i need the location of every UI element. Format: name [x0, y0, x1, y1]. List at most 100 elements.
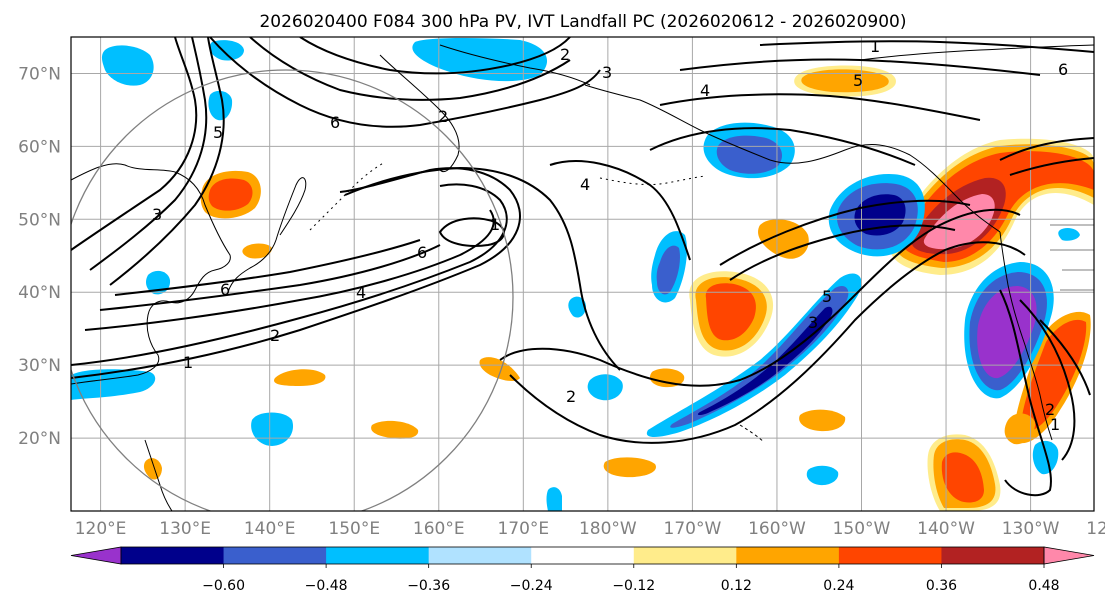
pv-contour-line — [84, 209, 495, 331]
philippines-coastline — [144, 439, 173, 511]
pv-contour-line — [109, 37, 225, 286]
latitude-label: 30°N — [18, 356, 61, 376]
colorbar-extend-high — [1043, 546, 1095, 565]
negative-anomaly-region — [208, 90, 233, 121]
aleutian-islands — [599, 175, 706, 185]
latitude-label: 70°N — [18, 64, 61, 84]
asia-coastline — [71, 163, 231, 385]
colorbar-extend-low — [70, 546, 122, 565]
positive-anomaly-region — [649, 368, 685, 388]
map-frame — [70, 36, 1095, 512]
pv-contour-line — [999, 137, 1094, 161]
latitude-label: 50°N — [18, 210, 61, 230]
negative-anomaly-region — [568, 296, 586, 318]
pv-contour-line — [509, 241, 1026, 444]
pv-contour-line — [209, 37, 601, 128]
negative-anomaly-region — [1032, 440, 1059, 475]
pv-contour-line — [71, 183, 508, 366]
pv-contour-line — [438, 217, 505, 247]
colorbar-segment — [736, 547, 840, 564]
positive-anomaly-region — [208, 178, 253, 211]
pv-contour-line — [679, 58, 1041, 76]
contour-label: 4 — [356, 283, 366, 302]
longitude-label: 160°E — [413, 519, 465, 539]
pv-contour-line — [659, 93, 981, 121]
longitude-label: 160°W — [748, 519, 806, 539]
negative-anomaly-region — [646, 273, 862, 437]
colorbar-tick-label: 0.48 — [1028, 578, 1059, 594]
pv-contour-line — [729, 224, 956, 281]
contour-label: 6 — [417, 243, 427, 262]
negative-anomaly-region — [101, 45, 154, 86]
colorbar-segment — [838, 547, 942, 564]
negative-anomaly-region — [546, 487, 562, 511]
pv-contour-line — [499, 208, 1021, 387]
positive-anomaly-region — [143, 458, 162, 480]
colorbar-segment — [428, 547, 532, 564]
contour-label: 5 — [822, 287, 832, 306]
negative-anomaly-region — [670, 285, 849, 428]
us-state-borders — [1050, 224, 1094, 291]
pv-contour-line — [249, 37, 571, 101]
pv-contour-line — [549, 160, 691, 261]
colorbar-tick-label: −0.36 — [407, 578, 450, 594]
contour-label: 1 — [490, 215, 500, 234]
pv-contour-line — [1039, 319, 1091, 396]
canada-coast — [859, 44, 1094, 61]
colorbar-tick-label: 0.24 — [823, 578, 854, 594]
pv-contour-line — [649, 127, 916, 166]
longitude-label: 150°W — [833, 519, 891, 539]
contour-label: 6 — [1058, 60, 1068, 79]
positive-anomaly-region — [801, 69, 889, 93]
positive-anomaly-region — [1021, 319, 1087, 432]
latitude-label: 20°N — [18, 429, 61, 449]
colorbar-segment — [941, 547, 1045, 564]
longitude-label: 170°E — [497, 519, 549, 539]
coastlines — [71, 44, 1094, 511]
contour-labels: 1 2 3 4 5 6 6 5 4 3 2 1 6 5 2 1 6 4 2 3 — [152, 37, 1068, 434]
colorbar-tick-label: 0.36 — [926, 578, 957, 594]
contour-label: 6 — [220, 280, 230, 299]
positive-anomaly-region — [923, 194, 995, 250]
longitude-label: 180°W — [579, 519, 637, 539]
colorbar-segment — [531, 547, 635, 564]
pv-contour-line — [759, 40, 1094, 53]
kuril-islands — [309, 161, 386, 231]
pv-contour-line — [99, 244, 441, 311]
longitude-label: 170°W — [664, 519, 722, 539]
latitude-labels: 70°N 60°N 50°N 40°N 30°N 20°N — [18, 64, 61, 449]
negative-anomaly-region — [71, 369, 156, 400]
positive-anomaly-region — [705, 283, 756, 341]
longitude-labels: 120°E 130°E 140°E 150°E 160°E 170°E 180°W 170°W… — [75, 519, 1105, 539]
contour-label: 2 — [566, 387, 576, 406]
colorbar-segment — [223, 547, 327, 564]
pv-contour-line — [114, 239, 421, 296]
gridlines — [71, 37, 1094, 511]
pc-shading — [71, 37, 1094, 511]
contour-label: 4 — [700, 81, 710, 100]
positive-anomaly-region — [274, 369, 326, 386]
colorbar-segment — [121, 547, 225, 564]
pv-contour-line — [1019, 299, 1076, 461]
pv-contour-line — [299, 37, 571, 75]
pv-contours — [71, 37, 1094, 497]
longitude-label: 120°E — [75, 519, 127, 539]
latitude-label: 40°N — [18, 283, 61, 303]
positive-anomaly-region — [941, 452, 984, 503]
arctic-coast — [439, 44, 591, 86]
contour-label: 2 — [560, 45, 570, 64]
contour-label: 3 — [808, 313, 818, 332]
pv-contour-line — [719, 199, 971, 266]
japan-coastline — [227, 177, 307, 293]
positive-anomaly-region — [479, 357, 520, 382]
alaska-coastline — [584, 84, 1001, 233]
positive-anomaly-region — [799, 409, 846, 432]
positive-anomaly-region — [603, 457, 656, 478]
contour-label: 1 — [870, 37, 880, 56]
colorbar-tick-label: −0.48 — [305, 578, 348, 594]
pv-contour-line — [1009, 157, 1094, 176]
contour-label: 2 — [1045, 400, 1055, 419]
negative-anomaly-region — [806, 465, 839, 486]
longitude-label: 130°E — [159, 519, 211, 539]
contour-label: 5 — [853, 71, 863, 90]
